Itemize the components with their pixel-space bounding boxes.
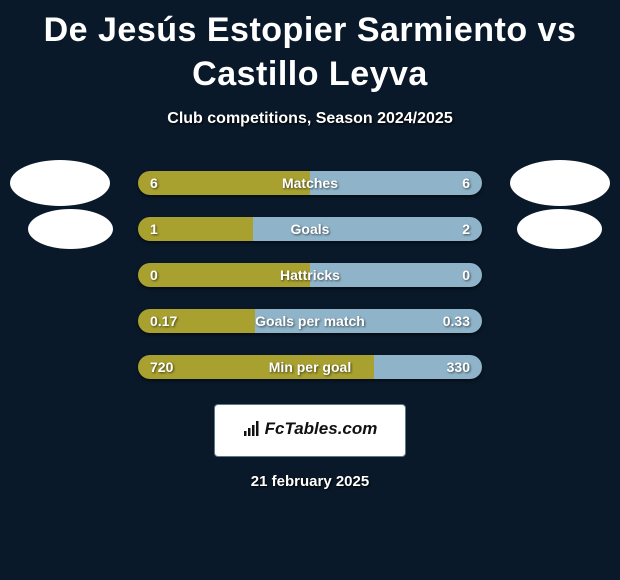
- bar-right-fill: [310, 263, 482, 287]
- stat-bar: Goals12: [138, 217, 482, 241]
- logo-badge: FcTables.com: [214, 404, 407, 457]
- stat-bar: Hattricks00: [138, 263, 482, 287]
- subtitle: Club competitions, Season 2024/2025: [0, 110, 620, 128]
- bar-left-fill: [138, 217, 253, 241]
- bar-right-fill: [310, 171, 482, 195]
- stat-row: Matches66: [0, 160, 620, 206]
- bar-right-fill: [255, 309, 482, 333]
- player-right-avatar: [517, 209, 602, 249]
- bar-left-fill: [138, 171, 310, 195]
- bar-left-fill: [138, 355, 374, 379]
- stat-row: Goals12: [0, 206, 620, 252]
- comparison-chart: Matches66 Goals12 Hattricks00 Goals per mat…: [0, 160, 620, 390]
- date-text: 21 february 2025: [0, 473, 620, 490]
- stat-bar: Goals per match0.170.33: [138, 309, 482, 333]
- bar-left-fill: [138, 309, 255, 333]
- bar-right-fill: [253, 217, 482, 241]
- stat-row: Goals per match0.170.33: [0, 298, 620, 344]
- stat-bar: Min per goal720330: [138, 355, 482, 379]
- player-right-avatar: [510, 160, 610, 206]
- page-title: De Jesús Estopier Sarmiento vs Castillo …: [0, 8, 620, 96]
- chart-icon: [243, 419, 261, 442]
- stat-bar: Matches66: [138, 171, 482, 195]
- player-left-avatar: [10, 160, 110, 206]
- player-left-avatar: [28, 209, 113, 249]
- bar-right-fill: [374, 355, 482, 379]
- logo-text: FcTables.com: [265, 419, 378, 438]
- bar-left-fill: [138, 263, 310, 287]
- stat-row: Min per goal720330: [0, 344, 620, 390]
- stat-row: Hattricks00: [0, 252, 620, 298]
